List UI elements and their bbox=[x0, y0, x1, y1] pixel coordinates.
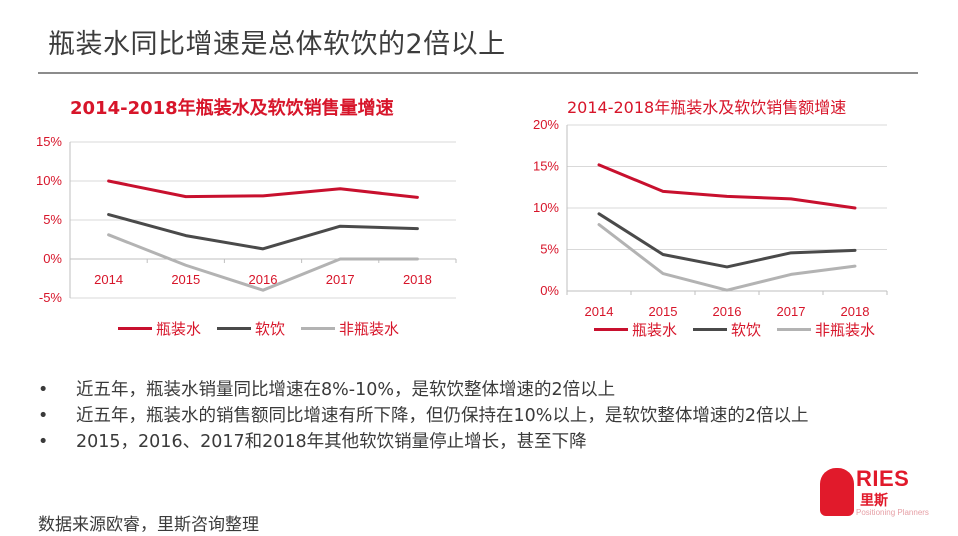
legend-item: 非瓶装水 bbox=[777, 319, 875, 340]
bullet-item: • 近五年，瓶装水的销售额同比增速有所下降，但仍保持在10%以上，是软饮整体增速的… bbox=[38, 403, 818, 429]
series-line-bottled-water bbox=[107, 179, 419, 199]
bullet-icon: • bbox=[38, 432, 49, 452]
legend-item: 瓶装水 bbox=[118, 318, 201, 339]
y-tick-label: -5% bbox=[39, 290, 63, 305]
legend-label: 软饮 bbox=[731, 321, 762, 339]
y-tick-label: 5% bbox=[540, 242, 559, 257]
bullet-item: • 2015，2016、2017和2018年其他软饮销量停止增长，甚至下降 bbox=[38, 429, 818, 455]
chart-title-volume: 2014-2018年瓶装水及软饮销售量增速 bbox=[70, 98, 394, 119]
title-divider bbox=[38, 72, 918, 74]
y-tick-label: 5% bbox=[43, 212, 62, 227]
y-tick-label: 10% bbox=[36, 173, 62, 188]
y-tick-label: 10% bbox=[533, 200, 559, 215]
legend-swatch bbox=[693, 328, 728, 331]
x-tick-label: 2017 bbox=[326, 272, 355, 287]
x-tick-label: 2018 bbox=[841, 304, 870, 319]
legend-item: 瓶装水 bbox=[594, 319, 677, 340]
x-tick-label: 2014 bbox=[94, 272, 123, 287]
legend-swatch bbox=[777, 328, 812, 331]
y-tick-label: 15% bbox=[533, 159, 559, 174]
logo-wordmark: RIES bbox=[856, 466, 910, 491]
series-line-non-bottled-water bbox=[107, 233, 419, 292]
bullet-text: 近五年，瓶装水的销售额同比增速有所下降，但仍保持在10%以上，是软饮整体增速的2… bbox=[76, 406, 809, 426]
chart-title-value: 2014-2018年瓶装水及软饮销售额增速 bbox=[567, 98, 847, 117]
y-tick-label: 0% bbox=[540, 283, 559, 298]
legend-swatch bbox=[118, 327, 152, 330]
series-line-non-bottled-water bbox=[597, 223, 857, 292]
legend-swatch bbox=[594, 328, 628, 331]
legend-label: 非瓶装水 bbox=[815, 321, 876, 339]
x-tick-label: 2015 bbox=[649, 304, 678, 319]
legend-label: 瓶装水 bbox=[156, 320, 202, 338]
x-tick-label: 2015 bbox=[171, 272, 200, 287]
bullet-text: 2015，2016、2017和2018年其他软饮销量停止增长，甚至下降 bbox=[76, 432, 587, 452]
profile-mark-icon bbox=[820, 468, 854, 516]
bullet-icon: • bbox=[38, 380, 49, 400]
legend-label: 非瓶装水 bbox=[339, 320, 400, 338]
slide-title: 瓶装水同比增速是总体软饮的2倍以上 bbox=[48, 29, 506, 60]
y-tick-label: 15% bbox=[36, 134, 62, 149]
ries-logo: RIES 里斯 Positioning Planners bbox=[820, 462, 932, 522]
y-tick-label: 0% bbox=[43, 251, 62, 266]
legend-item: 软饮 bbox=[693, 319, 761, 340]
series-line-soft-drinks bbox=[597, 212, 857, 269]
bullet-list: • 近五年，瓶装水销量同比增速在8%-10%，是软饮整体增速的2倍以上 • 近五年，… bbox=[38, 377, 818, 455]
legend-label: 软饮 bbox=[255, 320, 286, 338]
legend-item: 非瓶装水 bbox=[301, 318, 399, 339]
series-line-soft-drinks bbox=[107, 213, 419, 251]
data-source-note: 数据来源欧睿，里斯咨询整理 bbox=[38, 515, 259, 535]
series-line-bottled-water bbox=[597, 163, 857, 210]
bullet-item: • 近五年，瓶装水销量同比增速在8%-10%，是软饮整体增速的2倍以上 bbox=[38, 377, 818, 403]
logo-tagline: Positioning Planners bbox=[856, 508, 929, 517]
legend-item: 软饮 bbox=[217, 318, 285, 339]
bullet-text: 近五年，瓶装水销量同比增速在8%-10%，是软饮整体增速的2倍以上 bbox=[76, 380, 616, 400]
bullet-icon: • bbox=[38, 406, 49, 426]
y-tick-label: 20% bbox=[533, 117, 559, 132]
x-tick-label: 2016 bbox=[249, 272, 278, 287]
x-tick-label: 2014 bbox=[585, 304, 614, 319]
legend-swatch bbox=[217, 327, 252, 330]
x-tick-label: 2017 bbox=[777, 304, 806, 319]
legend-value: 瓶装水 软饮 非瓶装水 bbox=[594, 319, 875, 340]
logo-chinese-name: 里斯 bbox=[860, 493, 888, 509]
legend-label: 瓶装水 bbox=[632, 321, 678, 339]
x-tick-label: 2016 bbox=[713, 304, 742, 319]
legend-volume: 瓶装水 软饮 非瓶装水 bbox=[118, 318, 399, 339]
legend-swatch bbox=[301, 327, 336, 330]
x-tick-label: 2018 bbox=[403, 272, 432, 287]
